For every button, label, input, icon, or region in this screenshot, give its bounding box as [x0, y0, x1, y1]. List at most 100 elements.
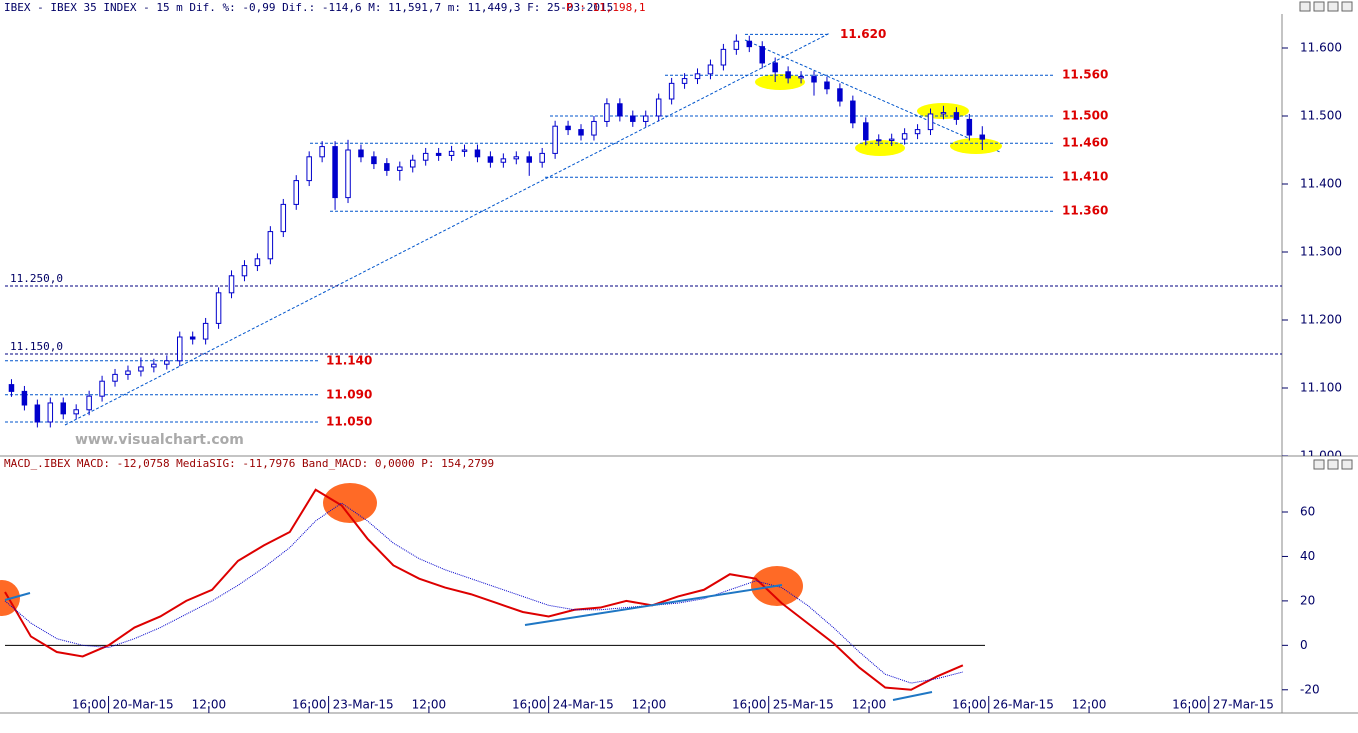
candle-body [642, 115, 649, 122]
candle-body [966, 118, 973, 136]
button[interactable] [1327, 459, 1339, 470]
y-tick-label: 0 [1300, 638, 1308, 652]
candle-body [34, 404, 41, 423]
candle-body [681, 78, 688, 84]
y-tick-label: 11.100 [1300, 381, 1342, 395]
candle-body [565, 125, 571, 131]
candle-body [746, 40, 753, 48]
button[interactable] [1341, 459, 1353, 470]
candle-body [526, 156, 532, 163]
level-label: 11.620 [840, 27, 886, 41]
price-label: P : 11,198,1 [566, 1, 645, 14]
button[interactable] [1341, 1, 1353, 12]
candle-body [785, 71, 791, 79]
candle-body [319, 146, 325, 158]
candle-body [552, 125, 558, 154]
candle-body [591, 120, 597, 136]
candle-body [293, 180, 299, 205]
x-tick-label: 16:00 [732, 698, 767, 712]
candle-body [798, 76, 804, 79]
highlight [950, 138, 1002, 154]
x-tick-label: 25-Mar-15 [773, 698, 834, 712]
y-tick-label: 40 [1300, 549, 1315, 563]
candle-body [409, 159, 416, 168]
candle-body [617, 103, 623, 117]
trendline [744, 39, 1001, 153]
y-tick-label: 11.400 [1300, 177, 1342, 191]
candle-body [99, 380, 105, 397]
candle-body [151, 363, 157, 368]
x-tick-label: 12:00 [192, 698, 227, 712]
candle-body [125, 370, 131, 375]
candle-body [953, 112, 960, 120]
candle-body [422, 152, 429, 161]
series-line [4, 488, 964, 691]
candle-body [655, 98, 662, 117]
candle-body [888, 138, 895, 141]
x-tick-label: 16:00 [952, 698, 987, 712]
window-buttons[interactable] [1299, 1, 1353, 470]
candle-body [215, 292, 222, 324]
candle-body [604, 103, 610, 122]
y-tick-label: 11.000 [1300, 449, 1342, 463]
trendline [524, 584, 783, 626]
candle-body [474, 149, 481, 158]
candle-body [875, 139, 882, 142]
candle-body [241, 265, 248, 277]
candle-body [772, 62, 778, 73]
x-tick-label: 24-Mar-15 [553, 698, 614, 712]
candle-body [940, 112, 947, 115]
y-tick-label: 11.200 [1300, 313, 1342, 327]
candle-body [448, 150, 455, 156]
candle-body [112, 373, 118, 382]
y-tick-label: 60 [1300, 505, 1315, 519]
button[interactable] [1327, 1, 1339, 12]
y-tick-label: 11.500 [1300, 109, 1342, 123]
macd-trendlines [4, 584, 933, 701]
candle-body [759, 46, 765, 64]
reference-label: 11.250,0 [10, 272, 63, 285]
x-tick-label: 16:00 [1172, 698, 1207, 712]
chart-title: IBEX - IBEX 35 INDEX - 15 m Dif. %: -0,9… [4, 1, 613, 14]
level-label: 11.410 [1062, 170, 1108, 184]
candle-body [630, 115, 636, 122]
candle-body [850, 100, 856, 124]
candle-body [21, 390, 28, 406]
candle-body [254, 258, 261, 267]
candle-body [500, 158, 507, 163]
candle-body [668, 82, 675, 100]
x-tick-label: 26-Mar-15 [993, 698, 1054, 712]
candle-body [8, 384, 15, 392]
candle-body [487, 156, 494, 163]
candle-body [837, 88, 843, 102]
watermark: www.visualchart.com [75, 432, 244, 448]
y-tick-label: 20 [1300, 593, 1315, 607]
candle-body [47, 402, 54, 423]
level-label: 11.560 [1062, 68, 1108, 82]
candle-body [164, 360, 170, 365]
button[interactable] [1313, 459, 1325, 470]
candle-body [461, 149, 468, 152]
candle-body [979, 134, 986, 140]
candle-body [435, 152, 442, 156]
highlight [855, 140, 905, 156]
candle-body [914, 129, 921, 135]
candle-body [384, 163, 390, 171]
x-tick-label: 12:00 [1072, 698, 1107, 712]
level-label: 11.360 [1062, 204, 1108, 218]
y-tick-label: 11.300 [1300, 245, 1342, 259]
level-label: 11.460 [1062, 136, 1108, 150]
x-tick-label: 12:00 [632, 698, 667, 712]
candle-body [73, 409, 79, 415]
reference-label: 11.150,0 [10, 340, 63, 353]
button[interactable] [1299, 1, 1311, 12]
candle-body [720, 48, 727, 66]
level-label: 11.050 [326, 415, 372, 429]
candle-body [927, 113, 934, 131]
x-tick-label: 16:00 [72, 698, 107, 712]
x-tick-label: 20-Mar-15 [113, 698, 174, 712]
candle-body [306, 156, 312, 182]
button[interactable] [1313, 1, 1325, 12]
